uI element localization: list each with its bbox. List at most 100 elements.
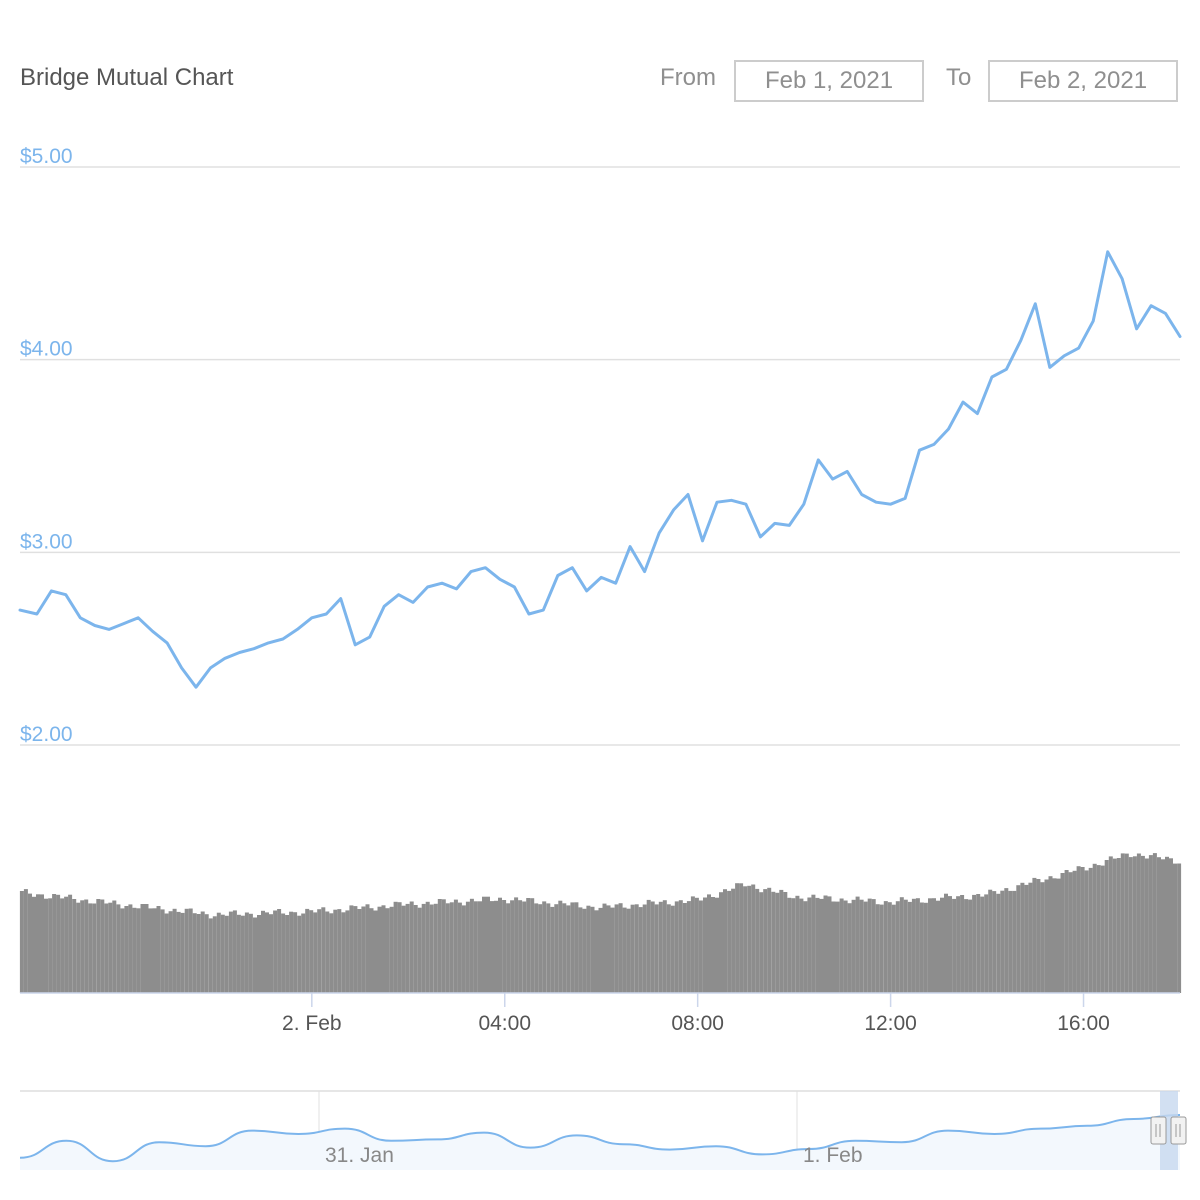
volume-bar [1036,879,1041,993]
volume-bar [928,898,932,993]
volume-bar [28,893,32,993]
volume-bar [212,916,217,993]
volume-bar [787,897,792,993]
volume-bar [1008,890,1013,993]
volume-bar [835,901,840,993]
volume-bar [345,910,350,993]
volume-bar [196,914,201,993]
volume-bar [148,908,153,993]
volume-bar [815,897,820,993]
volume-bar [19,891,24,993]
volume-bar [1052,878,1057,993]
volume-bar [936,900,940,993]
volume-bar [397,902,402,993]
volume-bar [144,904,149,993]
from-date-input[interactable]: Feb 1, 2021 [734,60,924,102]
volume-bar [329,913,334,993]
volume-bar [1092,863,1097,993]
volume-bar [172,908,177,993]
navigator-tick-label: 31. Jan [325,1144,394,1167]
volume-bar [899,897,904,993]
navigator-selected-range[interactable] [1160,1091,1178,1170]
volume-bar [751,884,756,993]
volume-bar [1128,857,1133,993]
navigator-right-handle[interactable] [1170,1116,1187,1145]
navigator[interactable]: 31. Jan 1. Feb [19,1090,1187,1170]
volume-bar [285,915,290,993]
volume-bar [84,899,89,993]
volume-bar [56,894,61,993]
volume-bar [630,904,635,993]
volume-bar [811,894,816,993]
volume-bar [96,899,101,993]
volume-bar [361,906,366,993]
volume-bar [566,905,571,993]
volume-bar [437,899,442,993]
volume-bar [305,908,310,993]
navigator-left-handle[interactable] [1150,1116,1167,1145]
volume-bar [964,899,969,993]
volume-bar [64,896,69,993]
volume-bar [634,904,639,993]
volume-bar [1144,858,1149,993]
volume-bar [365,904,370,993]
volume-bar [670,905,675,993]
volume-bar [883,901,888,993]
volume-bar [972,894,977,993]
volume-bar [1064,870,1069,993]
volume-bar [871,899,876,993]
price-line [18,250,1182,689]
from-label: From [660,64,716,91]
volume-bar [827,896,832,993]
volume-bar [68,894,73,993]
volume-bar [1165,856,1169,993]
volume-bar [956,896,961,993]
volume-bar [518,900,523,993]
volume-bar [602,903,607,993]
volume-bar [534,903,539,993]
volume-bar [273,910,278,993]
volume-bar [903,899,908,993]
volume-bar [622,907,627,993]
volume-bar [333,909,338,993]
volume-bar [317,909,322,993]
volume-bar [887,902,892,993]
volume-bar [208,918,213,993]
volume-bar [1032,877,1037,993]
volume-bar [510,900,515,993]
volume-bar [558,900,563,993]
volume-bar [297,915,302,993]
volume-bar [590,906,595,993]
volume-bar [859,899,864,993]
volume-bar [321,907,326,993]
y-axis-labels: $2.00 $3.00 $4.00 $5.00 [20,145,73,746]
to-date-input[interactable]: Feb 2, 2021 [988,60,1178,102]
volume-bar [795,895,800,993]
volume-bar [184,908,189,993]
x-tick-label: 16:00 [1057,1012,1110,1035]
volume-bar [715,897,719,993]
volume-bar [40,894,44,993]
volume-bar [779,889,784,993]
volume-bar [1161,859,1165,993]
volume-bar [293,912,298,993]
volume-bar [530,898,535,993]
volume-bar [1040,882,1045,993]
volume-bar [823,895,828,993]
volume-bar [839,898,844,993]
volume-bar [682,903,687,993]
volume-bar [409,901,414,993]
volume-bar [843,900,848,993]
volume-bar [932,898,936,993]
volume-bar [642,904,647,993]
volume-bar [775,892,780,993]
volume-bar [831,901,836,993]
x-tick-label: 04:00 [478,1012,531,1035]
volume-bar [1132,856,1137,993]
volume-bar [76,902,81,993]
volume-bar [923,902,928,993]
volume-bar [1104,860,1109,993]
volume-bar [104,903,109,993]
volume-bar [1169,858,1173,993]
